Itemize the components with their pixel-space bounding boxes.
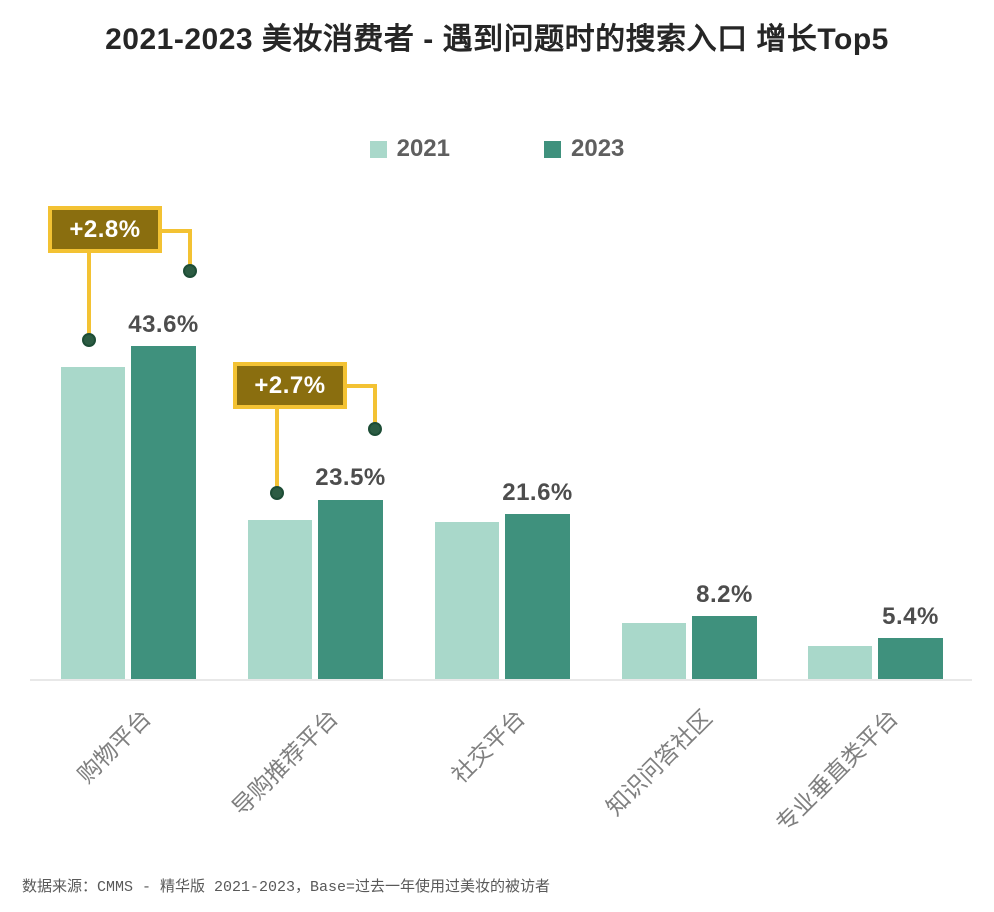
annotation-connector-2-left-drop xyxy=(275,409,279,487)
annotation-connector-1-left-drop xyxy=(87,253,91,334)
bar-2021-group3 xyxy=(435,521,499,679)
source-note: 数据来源：CMMS - 精华版 2021-2023，Base=过去一年使用过美妆… xyxy=(22,879,551,896)
value-label-group4: 8.2% xyxy=(696,581,753,609)
annotation-dot-icon-2-left xyxy=(270,486,284,500)
bar-2023-group5 xyxy=(878,637,943,679)
value-label-group5: 5.4% xyxy=(882,602,939,630)
annotation-dot-icon-2-right xyxy=(368,422,382,436)
bar-2021-group1 xyxy=(61,367,125,679)
bar-2023-group4 xyxy=(692,616,757,679)
legend: 2021 2023 xyxy=(0,135,994,163)
legend-item-2023: 2023 xyxy=(544,135,624,163)
category-label-group2: 导购推荐平台 xyxy=(226,704,343,821)
legend-item-2021: 2021 xyxy=(369,135,450,163)
bar-2023-group1 xyxy=(131,345,196,679)
value-label-group1: 43.6% xyxy=(128,310,199,338)
legend-label-2023: 2023 xyxy=(571,135,625,162)
annotation-connector-2-right-drop xyxy=(373,386,377,423)
bar-2023-group3 xyxy=(505,514,570,679)
annotation-box-2: +2.7% xyxy=(233,362,347,409)
value-label-group3: 21.6% xyxy=(502,478,573,506)
annotation-dot-icon-1-left xyxy=(82,333,96,347)
bar-2021-group5 xyxy=(808,646,872,679)
value-label-group2: 23.5% xyxy=(315,464,386,492)
legend-swatch-icon-2021 xyxy=(369,140,387,158)
x-axis-line xyxy=(30,679,972,681)
bar-2023-group2 xyxy=(318,499,383,679)
category-label-group1: 购物平台 xyxy=(72,704,156,789)
annotation-connector-1-right-out xyxy=(162,229,192,233)
category-label-group5: 专业垂直类平台 xyxy=(770,704,903,837)
annotation-box-1: +2.8% xyxy=(48,206,162,253)
category-label-group3: 社交平台 xyxy=(446,704,530,789)
category-label-group4: 知识问答社区 xyxy=(600,704,717,821)
bar-2021-group4 xyxy=(622,623,686,679)
chart-title: 2021-2023 美妆消费者 - 遇到问题时的搜索入口 增长Top5 xyxy=(105,23,889,56)
annotation-connector-1-right-drop xyxy=(188,231,192,265)
annotation-dot-icon-1-right xyxy=(183,264,197,278)
legend-label-2021: 2021 xyxy=(396,135,450,162)
legend-swatch-icon-2023 xyxy=(544,140,561,158)
bar-2021-group2 xyxy=(248,520,312,679)
annotation-connector-2-right-out xyxy=(347,384,377,388)
